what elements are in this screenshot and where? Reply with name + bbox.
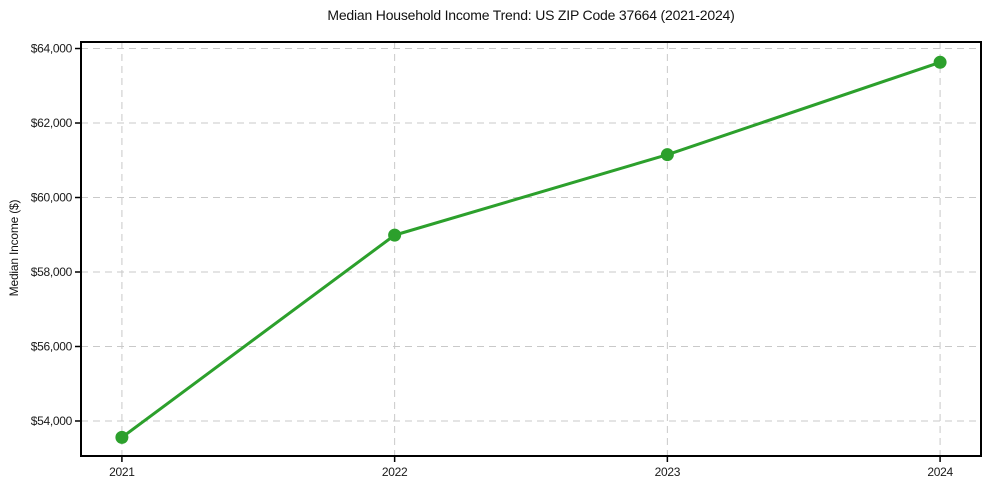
y-tick-label: $54,000 <box>31 414 73 428</box>
y-tick-label: $56,000 <box>31 339 73 353</box>
axis-frame <box>80 41 982 457</box>
trend-line <box>120 60 942 439</box>
x-tick-label: 2021 <box>109 465 135 479</box>
x-tick-label: 2024 <box>927 465 953 479</box>
y-tick-label: $62,000 <box>31 116 73 130</box>
x-tick-label: 2022 <box>382 465 408 479</box>
data-point-2022 <box>388 228 402 242</box>
y-tick-label: $58,000 <box>31 265 73 279</box>
x-tick-label: 2023 <box>655 465 681 479</box>
y-tick-label: $60,000 <box>31 191 73 205</box>
chart-title: Median Household Income Trend: US ZIP Co… <box>327 7 735 23</box>
data-point-2024 <box>933 55 947 69</box>
data-point-2021 <box>115 430 129 444</box>
y-tick-label: $64,000 <box>31 42 73 56</box>
data-point-2023 <box>660 148 674 162</box>
